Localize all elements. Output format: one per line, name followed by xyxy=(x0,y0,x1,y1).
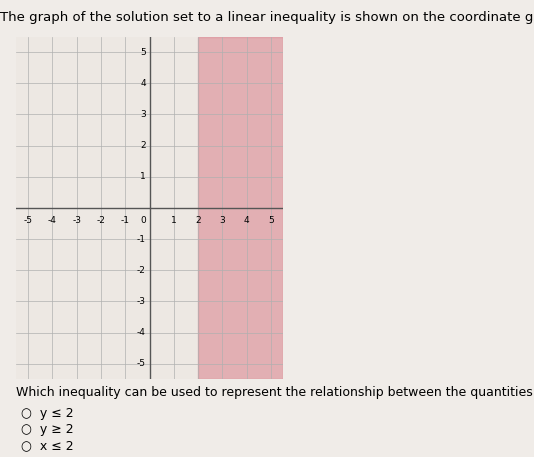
Text: 4: 4 xyxy=(244,216,249,225)
Text: ○  y ≤ 2: ○ y ≤ 2 xyxy=(21,407,74,420)
Text: 5: 5 xyxy=(140,48,146,57)
Text: 2: 2 xyxy=(195,216,201,225)
Bar xyxy=(198,37,283,379)
Text: -3: -3 xyxy=(72,216,81,225)
Text: The graph of the solution set to a linear inequality is shown on the coordinate : The graph of the solution set to a linea… xyxy=(0,11,534,24)
Text: ○  x ≤ 2: ○ x ≤ 2 xyxy=(21,439,74,452)
Text: -2: -2 xyxy=(97,216,105,225)
Text: -5: -5 xyxy=(23,216,33,225)
Text: 3: 3 xyxy=(140,110,146,119)
Text: -2: -2 xyxy=(137,266,146,275)
Text: -5: -5 xyxy=(137,359,146,368)
Text: ○  y ≥ 2: ○ y ≥ 2 xyxy=(21,423,74,436)
Text: 1: 1 xyxy=(171,216,177,225)
Text: -1: -1 xyxy=(121,216,130,225)
Text: 2: 2 xyxy=(140,141,146,150)
Text: ○  x ≥ 2: ○ x ≥ 2 xyxy=(21,455,74,457)
Text: 0: 0 xyxy=(140,216,146,225)
Text: -1: -1 xyxy=(137,234,146,244)
Text: 3: 3 xyxy=(219,216,225,225)
Text: -4: -4 xyxy=(48,216,57,225)
Text: Which inequality can be used to represent the relationship between the quantitie: Which inequality can be used to represen… xyxy=(16,386,534,399)
Text: 5: 5 xyxy=(268,216,274,225)
Text: -4: -4 xyxy=(137,328,146,337)
Text: -3: -3 xyxy=(137,297,146,306)
Text: 1: 1 xyxy=(140,172,146,181)
Text: 4: 4 xyxy=(140,79,146,88)
